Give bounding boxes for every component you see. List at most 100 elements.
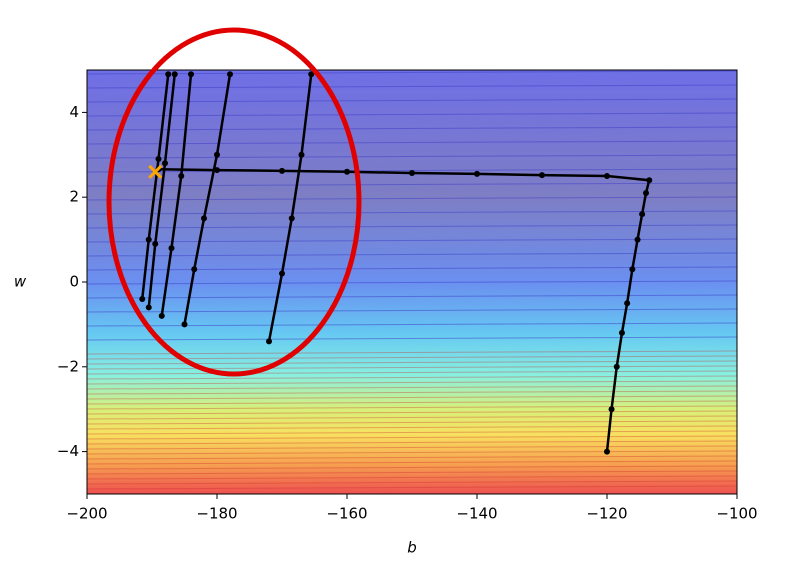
y-tick-label: 2 (69, 188, 79, 206)
contour-line (87, 140, 737, 145)
marks (139, 71, 653, 455)
contour-line (87, 390, 737, 395)
descent-point (646, 177, 653, 184)
contour-line (87, 385, 737, 390)
descent-point (214, 167, 220, 174)
descent-point (201, 215, 207, 222)
contour-line (87, 480, 737, 485)
contour-line (87, 182, 737, 187)
contour-line (87, 238, 737, 243)
y-axis-label: w (14, 273, 27, 291)
descent-point (178, 173, 185, 179)
descent-point (604, 448, 610, 455)
contour-line (87, 224, 737, 229)
descent-point (145, 236, 152, 243)
contour-line (87, 98, 737, 103)
x-tick-label: −120 (586, 505, 627, 523)
contour-line (87, 355, 737, 360)
contour-line (87, 365, 737, 370)
contour-line (87, 400, 737, 405)
descent-point (188, 71, 194, 78)
contour-line (87, 470, 737, 475)
descent-point (227, 71, 233, 78)
descent-point (634, 236, 641, 243)
descent-point (409, 170, 415, 177)
contour-line (87, 252, 737, 257)
x-axis-label: b (407, 539, 417, 557)
descent-point (608, 406, 615, 413)
descent-point (298, 151, 305, 158)
contour-line (87, 196, 737, 201)
x-tick-label: −100 (716, 505, 757, 523)
contour-line (87, 485, 737, 490)
x-tick-label: −200 (66, 505, 107, 523)
contour-line (87, 455, 737, 460)
contour-line (87, 210, 737, 215)
descent-point (279, 167, 285, 174)
contour-line (87, 435, 737, 440)
descent-point (158, 312, 165, 319)
contour-line (87, 405, 737, 410)
contour-line (87, 410, 737, 415)
y-tick-label: −2 (57, 357, 79, 375)
contour-line (87, 154, 737, 159)
descent-point (643, 189, 649, 196)
target-marker (148, 164, 163, 179)
contour-line (87, 70, 737, 75)
contour-line (87, 440, 737, 445)
descent-point (288, 215, 295, 222)
contour-line (87, 322, 737, 327)
contour-line (87, 380, 737, 385)
descent-point (162, 160, 168, 167)
contour-line (87, 425, 737, 430)
descent-point (474, 170, 480, 177)
descent-point (191, 266, 198, 273)
contour-line (87, 450, 737, 455)
x-tick-label: −140 (456, 505, 497, 523)
descent-point (539, 172, 545, 179)
y-tick-label: 4 (69, 103, 79, 121)
contour-line (87, 336, 737, 341)
descent-point (214, 151, 220, 158)
descent-point (604, 173, 610, 179)
descent-point (613, 363, 620, 370)
contour-line (87, 460, 737, 465)
contour-line (87, 475, 737, 480)
contour-line (87, 415, 737, 420)
descent-point (629, 266, 636, 273)
contour-line (87, 420, 737, 425)
contour-line (87, 430, 737, 435)
descent-point (639, 211, 646, 218)
descent-point (155, 156, 162, 163)
descent-point (139, 295, 146, 302)
descent-point (145, 304, 152, 311)
contour-line (87, 280, 737, 285)
x-tick-label: −180 (196, 505, 237, 523)
contour-line (87, 308, 737, 313)
contours (87, 70, 737, 490)
descent-point (279, 270, 285, 277)
y-tick-label: −4 (57, 442, 79, 460)
contour-line (87, 445, 737, 450)
descent-point (171, 71, 178, 78)
x-tick-label: −160 (326, 505, 367, 523)
descent-point (308, 71, 315, 78)
y-tick-label: 0 (69, 273, 79, 291)
contour-line (87, 375, 737, 380)
contour-line (87, 112, 737, 117)
contour-line (87, 84, 737, 89)
descent-point (165, 71, 172, 78)
contour-line (87, 370, 737, 375)
descent-point (181, 321, 188, 328)
contour-line (87, 126, 737, 131)
contour-line (87, 395, 737, 400)
descent-point (618, 329, 625, 336)
descent-point (266, 338, 272, 345)
descent-point (624, 300, 631, 307)
descent-point (168, 245, 175, 252)
descent-point (152, 240, 159, 247)
highlight-ellipse (106, 27, 362, 377)
contour-line (87, 465, 737, 470)
descent-point (344, 168, 350, 175)
